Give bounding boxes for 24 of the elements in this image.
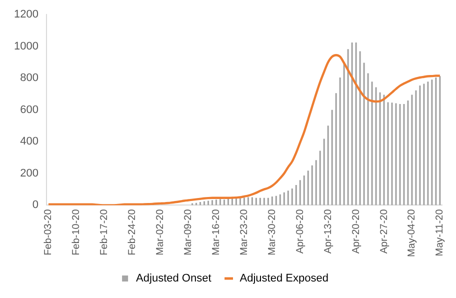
legend-label: Adjusted Onset [136,272,212,285]
y-tick-label: 1200 [14,8,38,21]
x-tick-label: Feb-10-20 [71,208,82,256]
y-tick-label: 1000 [14,40,38,52]
x-tick-label: Mar-02-20 [155,208,166,256]
x-tick-label: Feb-24-20 [127,208,138,256]
x-tick-label: May-11-20 [434,208,446,256]
x-tick-label: Apr-20-20 [350,208,362,254]
x-tick-label: Apr-27-20 [378,208,390,254]
x-tick-label: Feb-03-20 [43,208,54,256]
x-tick-label: Mar-23-20 [238,208,250,256]
y-tick-label: 400 [20,136,38,148]
x-tick-label: Mar-30-20 [266,208,278,256]
x-tick-label: Apr-06-20 [294,208,306,254]
y-tick-label: 200 [20,167,38,180]
x-tick-label: May-04-20 [406,208,418,258]
y-tick-label: 800 [20,72,38,84]
x-tick-label: Apr-13-20 [322,208,334,254]
x-tick-label: Feb-17-20 [99,208,110,256]
x-tick-label: Mar-09-20 [183,208,194,256]
y-tick-label: 0 [32,199,38,212]
legend-label: Adjusted Exposed [240,272,328,285]
y-tick-label: 600 [20,104,38,116]
x-tick-label: Mar-16-20 [210,208,222,256]
